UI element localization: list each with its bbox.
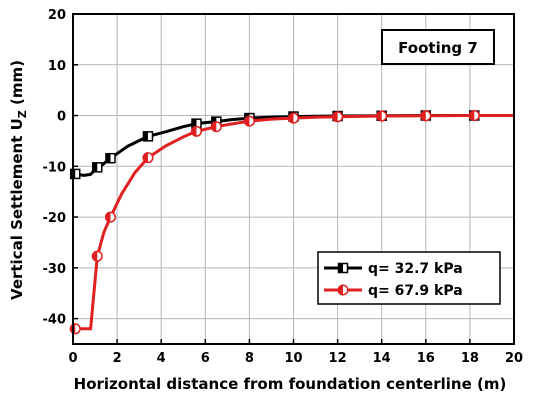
annotation-text: Footing 7 (398, 39, 478, 57)
x-tick-label: 16 (417, 351, 435, 366)
x-tick-label: 12 (329, 351, 347, 366)
y-axis-label: Vertical Settlement UZ (mm) (8, 60, 29, 300)
y-axis-label-main: Vertical Settlement U (8, 118, 26, 300)
data-point-series-2 (210, 121, 222, 133)
annotation-box: Footing 7 (381, 29, 495, 65)
x-tick-label: 10 (284, 351, 302, 366)
x-tick-label: 2 (113, 351, 122, 366)
data-point-series-2 (69, 323, 81, 335)
x-tick-label: 6 (201, 351, 210, 366)
data-point-series-2 (104, 211, 117, 223)
legend-marker-2 (337, 284, 349, 296)
y-tick-label: -30 (43, 262, 67, 277)
data-point-series-1 (142, 131, 154, 142)
legend-label-2: q= 67.9 kPa (368, 283, 463, 299)
x-tick-label: 20 (505, 351, 523, 366)
y-axis-label-subscript: Z (16, 110, 29, 118)
x-tick-label: 18 (461, 351, 479, 366)
y-tick-label: -40 (43, 313, 67, 328)
x-tick-label: 8 (245, 351, 254, 366)
data-point-series-1 (105, 152, 116, 164)
data-point-series-2 (332, 111, 344, 123)
y-tick-label: -20 (43, 211, 67, 226)
data-point-series-1 (92, 162, 103, 173)
x-tick-label: 14 (373, 351, 391, 366)
legend: q= 32.7 kPa q= 67.9 kPa (317, 251, 501, 305)
y-tick-label: 0 (57, 110, 66, 125)
annotation-frame (381, 29, 495, 65)
data-point-series-2 (468, 109, 480, 122)
legend-label-1: q= 32.7 kPa (368, 261, 463, 277)
y-tick-label: 10 (48, 59, 66, 74)
data-point-series-2 (420, 110, 432, 122)
data-point-series-2 (142, 152, 154, 164)
x-tick-label: 0 (68, 351, 77, 366)
y-axis-label-unit: (mm) (8, 60, 26, 110)
legend-frame (317, 251, 501, 305)
y-tick-label: -10 (43, 160, 67, 175)
data-point-series-2 (376, 110, 388, 122)
tick-layer: 0 2 4 6 8 10 12 14 16 18 20 -40 -30 -20 -10 0 10 20 (43, 8, 524, 366)
x-tick-label: 4 (157, 351, 166, 366)
series-line-2 (73, 114, 514, 331)
y-tick-label: 20 (48, 8, 66, 23)
series-layer (69, 109, 514, 335)
data-point-series-2 (190, 125, 203, 137)
data-point-series-2 (287, 112, 300, 124)
data-point-series-2 (91, 250, 103, 262)
legend-marker-1 (337, 262, 349, 274)
data-point-series-2 (243, 115, 255, 127)
x-axis-label: Horizontal distance from foundation cent… (74, 375, 507, 393)
